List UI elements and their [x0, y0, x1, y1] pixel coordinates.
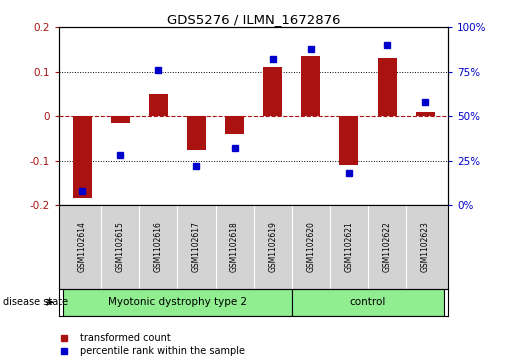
Title: GDS5276 / ILMN_1672876: GDS5276 / ILMN_1672876 [167, 13, 340, 26]
Bar [292, 289, 444, 316]
Text: percentile rank within the sample: percentile rank within the sample [80, 346, 245, 356]
Text: control: control [350, 297, 386, 307]
Text: GSM1102617: GSM1102617 [192, 221, 201, 272]
Bar [149, 94, 168, 116]
Text: GSM1102622: GSM1102622 [383, 221, 391, 272]
Text: Myotonic dystrophy type 2: Myotonic dystrophy type 2 [108, 297, 247, 307]
Text: GSM1102623: GSM1102623 [421, 221, 430, 272]
Bar [63, 289, 292, 316]
Text: transformed count: transformed count [80, 333, 170, 343]
Bar [73, 116, 92, 199]
Bar [301, 56, 320, 116]
Bar [225, 116, 244, 134]
Bar [187, 116, 206, 150]
Bar [416, 112, 435, 116]
Bar [111, 116, 130, 123]
Text: disease state: disease state [3, 297, 67, 307]
Bar [377, 58, 397, 116]
Text: GSM1102620: GSM1102620 [306, 221, 315, 272]
Text: GSM1102621: GSM1102621 [345, 221, 353, 272]
Text: GSM1102616: GSM1102616 [154, 221, 163, 272]
Text: GSM1102614: GSM1102614 [78, 221, 87, 272]
Text: GSM1102619: GSM1102619 [268, 221, 277, 272]
Bar [339, 116, 358, 165]
Bar [263, 67, 282, 116]
Text: GSM1102615: GSM1102615 [116, 221, 125, 272]
Text: GSM1102618: GSM1102618 [230, 221, 239, 272]
